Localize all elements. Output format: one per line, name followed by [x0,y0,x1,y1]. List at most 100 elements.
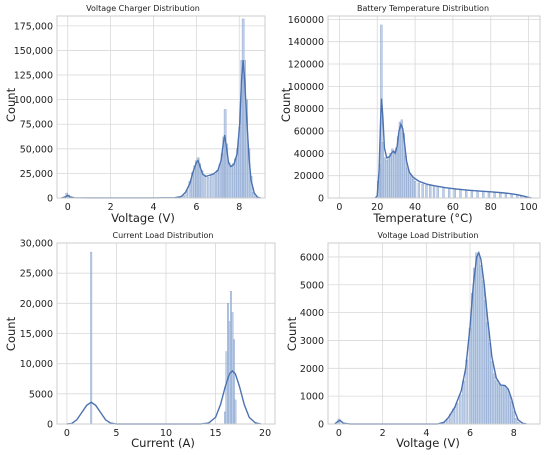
y-tick-label: 4000 [300,308,324,319]
histogram-bar [462,380,465,425]
y-tick-label: 1000 [300,392,324,403]
y-tick-label: 5000 [300,280,324,291]
histogram-bar [421,183,424,199]
histogram-bar [473,267,476,425]
y-tick-label: 80000 [294,104,324,115]
x-tick-label: 4 [423,428,429,439]
histogram-bar [490,361,494,425]
histogram-bar [412,178,415,199]
y-tick-label: 3000 [300,336,324,347]
histogram-bar [499,192,502,199]
y-tick-label: 30,000 [20,239,53,250]
y-tick-label: 20000 [294,171,324,182]
histogram-bar [488,343,491,425]
histogram-bar [229,291,232,425]
histogram-bar [487,191,491,199]
axes-frame [327,15,541,199]
x-tick-label: 60 [447,202,459,213]
histogram-bar [406,167,409,199]
histogram-bar [475,252,478,425]
histogram-bar [231,312,234,425]
histogram-bar [508,394,511,425]
histogram-bar [503,386,507,425]
histogram-bar [484,299,487,425]
y-tick-label: 60000 [294,127,324,138]
histogram-bar [206,177,210,199]
x-tick-label: 10 [160,428,172,439]
x-tick-label: 15 [209,428,221,439]
voltage-charger-panel: 0 2 4 6 8 0 25,000 50,000 75,000 100,000 125,000 15… [4,4,266,225]
x-tick-label: 0 [336,428,342,439]
histogram-bar [410,176,413,199]
histogram-bar [429,185,432,199]
histogram-bar [389,153,392,199]
histogram-bar [203,176,207,199]
y-tick-label: 160000 [288,15,324,26]
histogram-bar [442,187,445,199]
x-tick-label: 5 [113,428,119,439]
y-tick-label: 0 [47,420,53,431]
x-axis-label: Current (A) [131,436,195,450]
y-tick-label: 0 [47,194,53,205]
chart-title: Voltage Charger Distribution [86,4,200,13]
x-tick-label: 8 [236,202,242,213]
histogram-bar [468,327,472,425]
histogram-bar [417,182,420,199]
y-axis-label: Count [279,87,293,122]
histogram-bar [381,141,385,199]
y-axis-label: Count [285,316,299,351]
plot-area: 0 2 4 6 8 0 25,000 50,000 75,000 100,000 125,000 15… [14,15,266,213]
x-tick-label: 0 [65,202,71,213]
histogram-bar [510,193,513,199]
x-tick-label: 0 [64,428,70,439]
y-tick-label: 50,000 [20,144,53,155]
histogram-bar [213,174,216,199]
histogram-bar [234,158,237,199]
kde-curve [374,98,532,199]
x-tick-label: 80 [485,202,497,213]
x-tick-label: 6 [193,202,199,213]
plot-area: 0 20 40 60 80 100 0 20000 40000 60000 80000 100000 1… [288,15,541,213]
histogram-bar [514,418,518,425]
chart-title: Voltage Load Distribution [378,231,479,240]
histogram-bar [393,150,396,199]
histogram-bar [232,339,235,425]
plot-area: 0 5 10 15 20 0 5000 10,000 15,000 20,000 25,000 30,… [20,239,276,439]
x-tick-label: 2 [108,202,114,213]
axes-frame [56,15,266,199]
histogram-bar [90,251,93,425]
axes-frame [327,242,541,425]
histogram-bar [436,186,439,199]
histogram-bar [459,188,462,199]
histogram-bar [234,399,237,425]
histogram-bar [497,383,500,425]
chart-title: Battery Temperature Distribution [357,4,489,13]
histogram-bar [476,190,479,199]
chart-title: Current Load Distribution [113,231,214,240]
y-tick-label: 125,000 [14,71,53,82]
histogram-bar [408,173,411,199]
histogram-bar [232,163,235,199]
histogram-bar [216,170,219,199]
histogram-bar [493,192,496,199]
y-tick-label: 140000 [288,37,324,48]
y-axis-label: Count [4,316,18,351]
y-tick-label: 150,000 [14,46,53,57]
histogram-bar [465,189,468,199]
histogram-bar [227,162,231,199]
histogram-bar [218,164,222,199]
histogram-bar [395,147,398,199]
histogram-bar [512,411,516,425]
plot-area: 0 2 4 6 8 0 1000 2000 3000 4000 5000 6000 [300,242,541,439]
x-tick-label: 100 [520,202,538,213]
y-tick-label: 25,000 [20,169,53,180]
x-axis-label: Temperature (°C) [372,211,472,225]
histogram-bar [505,389,509,425]
histogram-bar [458,394,462,425]
histogram-bar [481,280,485,425]
axes-frame [56,242,276,425]
histogram-bar [227,303,229,425]
y-tick-label: 2000 [300,364,324,375]
histogram-bar [504,193,508,199]
